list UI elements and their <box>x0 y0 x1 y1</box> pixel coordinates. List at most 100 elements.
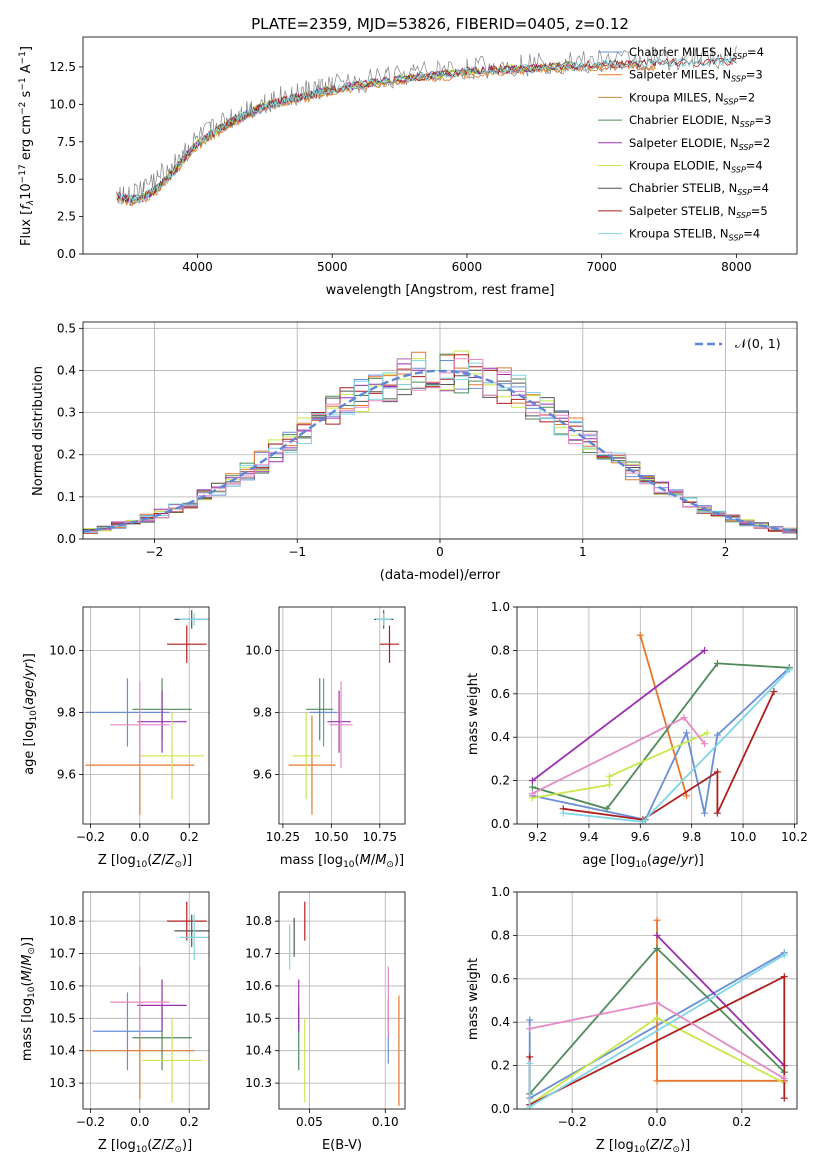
p8-ytick-label: 0.2 <box>491 1059 510 1073</box>
p2-ytick-label: 0.3 <box>57 406 76 420</box>
p5-xtick-label: 10.0 <box>730 830 757 844</box>
p2-xtick-label: −1 <box>288 545 306 559</box>
p7-xtick-label: 0.05 <box>296 1115 323 1129</box>
weight-series-line <box>639 634 688 797</box>
p6-ytick-label: 10.7 <box>49 947 76 961</box>
weight-series-line <box>531 716 706 795</box>
p5-frame <box>516 606 798 825</box>
p1-ytick-label: 10.0 <box>49 97 76 111</box>
p8-xtick-label: 0.2 <box>732 1115 751 1129</box>
p4-xlabel: mass [log10(M/M⊙)] <box>280 853 404 870</box>
p6-xtick-label: 0.0 <box>130 1115 149 1129</box>
spectrum-panel: 4000 5000 6000 7000 8000 0.0 2.5 5.0 7.5 10.0 12.5 <box>49 36 798 274</box>
massweight-vs-age-panel: 9.2 9.4 9.6 9.8 10.0 10.2 0.0 0.2 0.4 0.6 0.8 1.0 <box>491 600 808 844</box>
p5-xtick-label: 10.2 <box>781 830 808 844</box>
p4-ytick-label: 9.6 <box>253 767 272 781</box>
p4-frame <box>278 606 406 825</box>
p8-ytick-label: 0.6 <box>491 972 510 986</box>
p1-xtick-label: 4000 <box>182 260 213 274</box>
p3-xlabel: Z [log10(Z/Z⊙)] <box>98 853 192 870</box>
p1-xtick-label: 6000 <box>452 260 483 274</box>
p7-ytick-label: 10.6 <box>245 979 272 993</box>
spectrum-ylabel: Flux [fλ10−17 erg cm−2 s−1 A−1] <box>18 46 36 246</box>
p7-ytick-label: 10.4 <box>245 1044 272 1058</box>
p4-points <box>288 610 400 815</box>
p5-ytick-label: 1.0 <box>491 600 510 614</box>
histogram-series <box>83 358 797 536</box>
p5-ytick-label: 0.4 <box>491 730 510 744</box>
p5-ytick-label: 0.6 <box>491 687 510 701</box>
p8-xtick-label: 0.0 <box>647 1115 666 1129</box>
p8-ytick-label: 0.0 <box>491 1102 510 1116</box>
age-vs-Z-panel: −0.2 0.0 0.2 9.6 9.8 10.0 <box>49 606 210 844</box>
p5-xtick-label: 9.6 <box>631 830 650 844</box>
p6-ytick-label: 10.3 <box>49 1076 76 1090</box>
legend-entry: 𝒩(0, 1) <box>735 336 781 351</box>
p1-xtick-label: 5000 <box>317 260 348 274</box>
p5-xtick-label: 9.8 <box>682 830 701 844</box>
age-vs-mass-panel: 10.25 10.50 10.75 9.6 9.8 10.0 <box>245 606 406 844</box>
p1-ytick-label: 5.0 <box>57 172 76 186</box>
p4-xtick-label: 10.75 <box>363 830 397 844</box>
massweight-vs-Z-panel: −0.2 0.0 0.2 0.0 0.2 0.4 0.6 0.8 1.0 <box>491 885 798 1129</box>
p8-ytick-label: 0.4 <box>491 1015 510 1029</box>
mass-vs-ebv-panel: 0.05 0.10 10.3 10.4 10.5 10.6 10.7 10.8 <box>245 891 406 1129</box>
p8-ytick-label: 0.8 <box>491 928 510 942</box>
p3-points <box>85 610 209 815</box>
weight-series-line <box>532 662 790 810</box>
weight-series-line <box>532 732 708 799</box>
p7-xtick-label: 0.10 <box>372 1115 399 1129</box>
p5-ytick-label: 0.2 <box>491 774 510 788</box>
p6-ytick-label: 10.6 <box>49 979 76 993</box>
p2-ytick-label: 0.0 <box>57 532 76 546</box>
p3-ylabel: age [log10(age/yr)] <box>22 653 39 775</box>
p6-ytick-label: 10.4 <box>49 1044 76 1058</box>
p8-frame <box>516 891 798 1110</box>
legend-entry: Chabrier MILES, NSSP=4 <box>629 45 764 61</box>
p7-points <box>289 901 400 1106</box>
p5-ytick-label: 0.0 <box>491 817 510 831</box>
spectrum-legend: Chabrier MILES, NSSP=4 Salpeter MILES, NS… <box>598 45 771 243</box>
legend-entry: Salpeter MILES, NSSP=3 <box>629 68 763 84</box>
spectrum-lines <box>116 45 737 207</box>
p2-xtick-label: −2 <box>146 545 164 559</box>
weight-series-line <box>532 667 790 821</box>
legend-entry: Salpeter STELIB, NSSP=5 <box>629 204 768 220</box>
p6-frame <box>82 891 210 1110</box>
p1-frame <box>82 36 798 255</box>
p8-lines <box>526 916 788 1109</box>
p4-xtick-label: 10.50 <box>314 830 348 844</box>
p5-ylabel: mass weight <box>466 673 481 755</box>
p1-xtick-label: 8000 <box>721 260 752 274</box>
p3-frame <box>82 606 210 825</box>
p2-xtick-label: 2 <box>722 545 730 559</box>
p3-ytick-label: 9.8 <box>57 705 76 719</box>
p2-ytick-label: 0.1 <box>57 490 76 504</box>
p1-xtick-label: 7000 <box>586 260 617 274</box>
p6-xtick-label: −0.2 <box>76 1115 105 1129</box>
legend-entry: Kroupa STELIB, NSSP=4 <box>629 227 760 243</box>
spectrum-series-line <box>116 57 737 205</box>
p2-ytick-label: 0.2 <box>57 448 76 462</box>
histogram-xlabel: (data-model)/error <box>380 568 501 583</box>
p3-xtick-label: 0.2 <box>180 830 199 844</box>
p8-xlabel: Z [log10(Z/Z⊙)] <box>596 1138 690 1155</box>
p7-ytick-label: 10.5 <box>245 1011 272 1025</box>
p2-frame <box>82 321 798 540</box>
p4-ytick-label: 10.0 <box>245 643 272 657</box>
weight-series-line <box>531 649 706 782</box>
p1-ytick-label: 12.5 <box>49 60 76 74</box>
p5-xtick-label: 9.2 <box>528 830 547 844</box>
p8-xtick-label: −0.2 <box>558 1115 587 1129</box>
legend-entry: Salpeter ELODIE, NSSP=2 <box>629 136 770 152</box>
legend-entry: Kroupa MILES, NSSP=2 <box>629 90 755 106</box>
p2-ytick-label: 0.5 <box>57 321 76 335</box>
p1-ytick-label: 0.0 <box>57 247 76 261</box>
spectrum-series-line <box>116 56 737 205</box>
p7-frame <box>278 891 406 1110</box>
spectrum-series-line <box>116 63 656 207</box>
legend-entry: Chabrier ELODIE, NSSP=3 <box>629 113 771 129</box>
weight-series-line <box>656 934 785 1067</box>
p5-lines <box>528 631 793 824</box>
